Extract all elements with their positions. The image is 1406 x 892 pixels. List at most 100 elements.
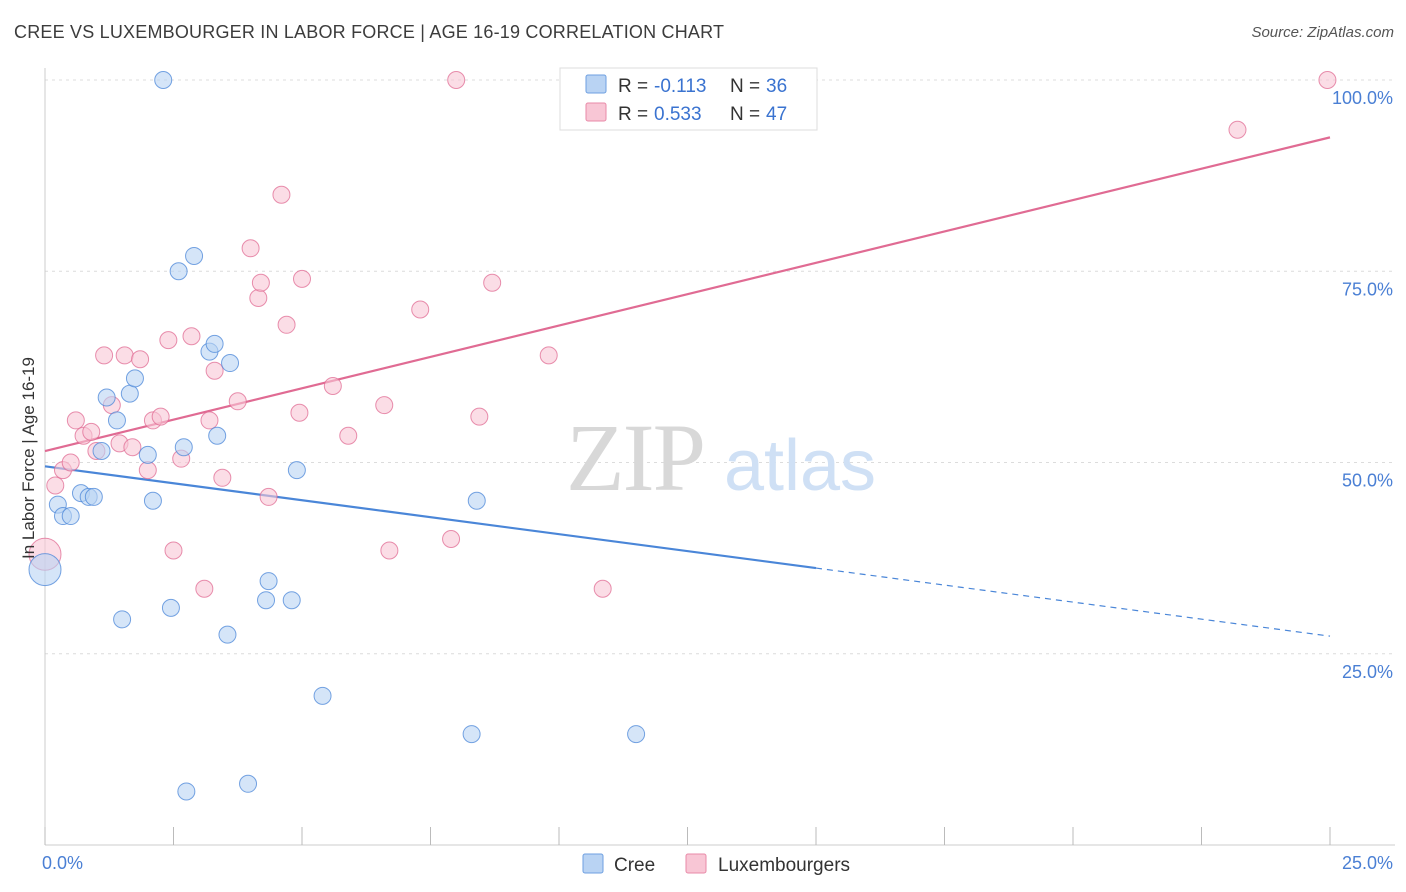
data-point-cree	[61, 507, 80, 526]
data-point-cree	[107, 411, 126, 430]
watermark: ZIP atlas	[566, 404, 876, 511]
data-point-luxembourgers	[82, 422, 101, 441]
trend-lines	[44, 136, 1331, 637]
legend-n-value-lux: 47	[766, 104, 787, 125]
data-point-luxembourgers	[447, 71, 466, 89]
data-point-cree	[92, 442, 111, 461]
data-point-luxembourgers	[138, 461, 157, 480]
data-point-luxembourgers	[483, 273, 502, 292]
legend-r-value-lux: 0.533	[654, 104, 702, 125]
data-point-luxembourgers	[205, 361, 224, 380]
data-point-luxembourgers	[249, 289, 268, 308]
y-tick-label: 75.0%	[1342, 279, 1393, 299]
data-point-luxembourgers	[1318, 71, 1337, 89]
data-point-luxembourgers	[123, 438, 142, 457]
data-point-luxembourgers	[293, 269, 311, 288]
data-point-luxembourgers	[380, 541, 399, 560]
data-point-luxembourgers	[442, 530, 461, 548]
y-tick-labels: 25.0% 50.0% 75.0% 100.0%	[1332, 88, 1393, 682]
data-point-luxembourgers	[290, 403, 309, 422]
legend-n-label-cree: N =	[730, 76, 760, 97]
data-point-luxembourgers	[213, 468, 232, 487]
data-points	[28, 71, 1337, 801]
data-point-cree	[113, 610, 132, 629]
bottom-legend-label-luxembourgers: Luxembourgers	[718, 855, 850, 876]
legend-n-label-lux: N =	[730, 104, 760, 125]
bottom-legend: Cree Luxembourgers	[582, 853, 850, 876]
data-point-cree	[154, 71, 173, 89]
legend-n-value-cree: 36	[766, 76, 787, 97]
data-point-luxembourgers	[164, 541, 183, 560]
data-point-luxembourgers	[539, 346, 558, 365]
data-point-cree	[221, 354, 240, 373]
legend-r-value-cree: -0.113	[654, 76, 706, 97]
data-point-cree	[185, 246, 204, 265]
trend-line-dashed-0	[815, 567, 1331, 637]
data-point-cree	[313, 686, 332, 705]
data-point-luxembourgers	[66, 411, 85, 430]
data-point-cree	[97, 388, 116, 407]
data-point-cree	[287, 461, 306, 480]
data-point-cree	[125, 369, 144, 388]
data-point-cree	[120, 384, 139, 403]
legend-swatch-cree	[585, 74, 607, 94]
data-point-luxembourgers	[1228, 120, 1247, 139]
x-tick-label: 0.0%	[42, 853, 83, 873]
legend-swatch-luxembourgers	[585, 102, 607, 122]
data-point-luxembourgers	[61, 453, 80, 472]
data-point-luxembourgers	[339, 426, 358, 445]
data-point-cree	[257, 591, 276, 610]
y-tick-label: 100.0%	[1332, 88, 1393, 108]
source-label: Source: ZipAtlas.com	[1251, 24, 1394, 41]
data-point-cree	[143, 491, 162, 510]
trend-line-0	[44, 465, 817, 570]
data-point-luxembourgers	[200, 411, 219, 430]
data-point-luxembourgers	[593, 579, 612, 598]
data-point-luxembourgers	[470, 407, 489, 426]
data-point-luxembourgers	[95, 346, 114, 365]
data-point-cree	[627, 725, 646, 744]
data-point-luxembourgers	[195, 579, 214, 598]
legend: R = -0.113 N = 36 R = 0.533 N = 47	[559, 67, 818, 131]
x-tick-label: 25.0%	[1342, 853, 1393, 873]
data-point-cree	[28, 553, 62, 587]
data-point-luxembourgers	[115, 346, 134, 365]
trend-line-1	[44, 136, 1331, 453]
data-point-cree	[205, 334, 224, 353]
data-point-cree	[208, 426, 227, 445]
data-point-luxembourgers	[46, 476, 65, 495]
chart-title: CREE VS LUXEMBOURGER IN LABOR FORCE | AG…	[14, 22, 725, 42]
data-point-cree	[462, 725, 481, 744]
watermark-zip: ZIP	[566, 404, 704, 511]
data-point-luxembourgers	[151, 407, 170, 426]
y-tick-label: 25.0%	[1342, 662, 1393, 682]
data-point-luxembourgers	[259, 487, 278, 506]
legend-r-label-cree: R =	[618, 76, 648, 97]
data-point-cree	[259, 572, 278, 591]
y-tick-label: 50.0%	[1342, 471, 1393, 491]
data-point-luxembourgers	[277, 315, 296, 334]
grid-lines	[45, 79, 1395, 655]
data-point-cree	[138, 445, 157, 464]
data-point-cree	[161, 598, 180, 617]
data-point-luxembourgers	[411, 300, 430, 319]
data-point-cree	[218, 625, 237, 644]
data-point-luxembourgers	[323, 377, 342, 395]
x-tick-labels: 0.0% 25.0%	[42, 853, 1393, 873]
watermark-atlas: atlas	[724, 426, 876, 506]
data-point-luxembourgers	[251, 273, 270, 292]
data-point-cree	[177, 782, 196, 801]
axes	[44, 68, 1395, 846]
y-axis-label: In Labor Force | Age 16-19	[19, 357, 38, 559]
bottom-legend-swatch-cree	[582, 853, 604, 874]
data-point-cree	[169, 262, 188, 281]
bottom-legend-label-cree: Cree	[614, 855, 655, 876]
data-point-luxembourgers	[241, 239, 260, 258]
legend-r-label-lux: R =	[618, 104, 648, 125]
bottom-legend-swatch-luxembourgers	[685, 853, 707, 874]
data-point-luxembourgers	[131, 350, 150, 369]
data-point-luxembourgers	[272, 185, 291, 204]
data-point-cree	[84, 487, 103, 506]
data-point-cree	[282, 591, 301, 610]
